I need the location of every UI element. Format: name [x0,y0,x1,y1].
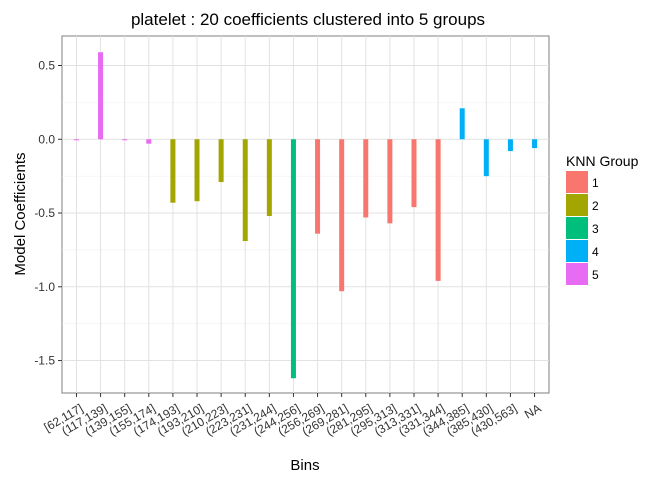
legend-key-3 [566,217,588,239]
chart-title: platelet : 20 coefficients clustered int… [131,10,485,29]
bar-5 [170,139,176,203]
x-axis: [62,117](117,139](139,155](155,174](174,… [42,393,543,439]
y-axis: 0.5 0.0 -0.5 -1.0 -1.5 [34,59,62,368]
bar-2 [98,52,104,140]
legend-items: 1 2 3 4 5 [566,171,599,285]
x-tick-label: NA [522,401,543,421]
bar-11 [315,139,321,234]
bar-17 [459,108,465,140]
bar-7 [218,139,224,183]
bar-1 [73,139,79,141]
bar-15 [411,139,417,208]
bar-20 [532,139,538,149]
y-tick-label: -0.5 [34,206,55,220]
bar-12 [339,139,345,292]
y-tick-label: 0.5 [38,59,55,73]
bar-18 [483,139,489,177]
legend-label-3: 3 [592,222,599,236]
legend-label-4: 4 [592,245,599,259]
legend-key-4 [566,240,588,262]
legend-label-5: 5 [592,268,599,282]
legend-title: KNN Group [566,153,639,169]
bars [73,52,538,379]
x-axis-label: Bins [290,457,319,474]
bar-6 [194,139,200,202]
bar-10 [290,139,296,379]
legend-key-1 [566,171,588,193]
bar-19 [507,139,513,152]
y-tick-label: -1.5 [34,354,55,368]
y-tick-label: -1.0 [34,280,55,294]
bar-3 [122,139,128,141]
legend: KNN Group 1 2 3 4 5 [566,153,639,285]
legend-label-1: 1 [592,176,599,190]
legend-key-2 [566,194,588,216]
bar-16 [435,139,441,281]
bar-4 [146,139,152,144]
legend-key-5 [566,263,588,285]
y-tick-label: 0.0 [38,132,55,146]
bar-9 [266,139,272,216]
bar-13 [363,139,369,218]
plot-panel [61,35,550,394]
bar-14 [387,139,393,224]
bar-8 [242,139,248,242]
legend-label-2: 2 [592,199,599,213]
y-axis-label: Model Coefficients [12,152,29,275]
